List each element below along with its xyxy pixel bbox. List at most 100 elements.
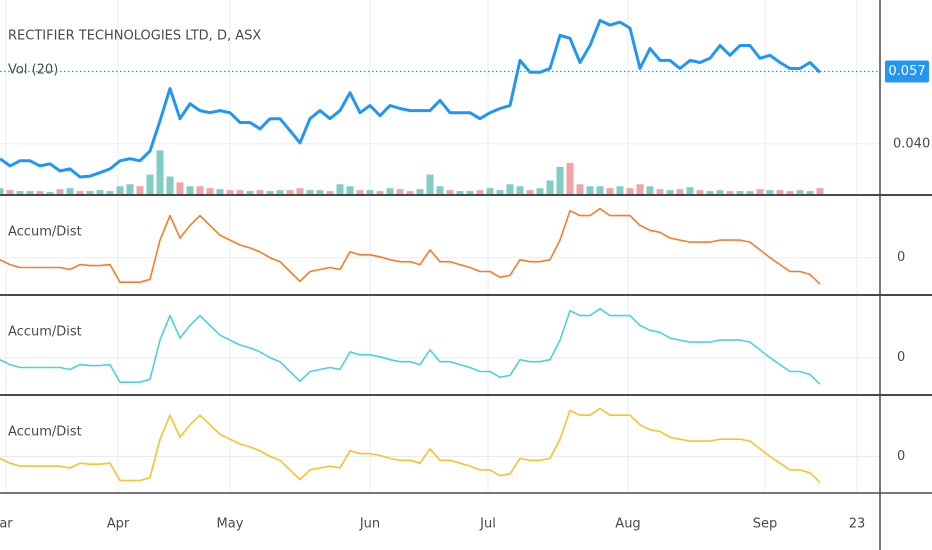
volume-bar (316, 190, 324, 194)
volume-bar (756, 189, 764, 194)
volume-bar (446, 190, 454, 194)
pane-title: Accum/Dist (8, 325, 82, 340)
volume-bar (196, 186, 204, 194)
x-tick-label: May (217, 517, 244, 532)
volume-bar (426, 174, 434, 194)
volume-bar (186, 186, 194, 194)
volume-bar (296, 188, 304, 194)
x-tick-label: 23 (849, 517, 866, 532)
x-tick-label: Aug (615, 517, 640, 532)
volume-bar (506, 184, 514, 194)
volume-bar (126, 184, 134, 194)
volume-bar (286, 190, 294, 194)
volume-bar (306, 190, 314, 194)
volume-bar (326, 191, 334, 194)
x-tick-label: ar (0, 517, 13, 532)
volume-bar (436, 186, 444, 194)
volume-bar (466, 191, 474, 194)
volume-bar (666, 190, 674, 194)
marks (0, 18, 824, 483)
chart-title: RECTIFIER TECHNOLOGIES LTD, D, ASX (8, 29, 261, 44)
volume-bar (566, 162, 574, 194)
price-line (0, 307, 821, 385)
y-tick-label: 0 (897, 449, 905, 464)
volume-bar (366, 190, 374, 194)
volume-bar (376, 191, 384, 194)
volume-bar (686, 187, 694, 194)
volume-bar (116, 186, 124, 194)
volume-bar (356, 190, 364, 194)
volume-bar (596, 186, 604, 194)
volume-bar (806, 191, 814, 194)
volume-bar (6, 190, 14, 194)
volume-bar (386, 188, 394, 194)
volume-bar (166, 176, 174, 194)
volume-bar (716, 190, 724, 194)
volume-bar (576, 184, 584, 194)
price-line (0, 407, 821, 483)
x-tick-label: Sep (753, 517, 778, 532)
volume-bar (0, 188, 4, 194)
x-tick-label: Apr (107, 517, 130, 532)
volume-bar (786, 191, 794, 194)
volume-bar (96, 190, 104, 194)
last-value-label: 0.057 (888, 64, 925, 79)
volume-bar (516, 186, 524, 194)
volume-bar (336, 184, 344, 194)
volume-bar (546, 180, 554, 194)
volume-bar (536, 188, 544, 194)
y-tick-label: 0.040 (893, 136, 930, 151)
x-tick-label: Jul (479, 517, 496, 532)
volume-bar (776, 190, 784, 194)
volume-bar (66, 188, 74, 194)
volume-bar (526, 190, 534, 194)
volume-bar (556, 166, 564, 194)
volume-bar (696, 190, 704, 194)
volume-bar (396, 189, 404, 194)
volume-bar (176, 182, 184, 194)
y-tick-label: 0 (897, 350, 905, 365)
volume-bar (476, 190, 484, 194)
grid (0, 0, 880, 492)
volume-bar (676, 189, 684, 194)
price-line (0, 18, 822, 179)
volume-bar (156, 150, 164, 194)
volume-bar (56, 189, 64, 194)
volume-bar (46, 192, 54, 194)
volume-bar (26, 191, 34, 194)
volume-bar (16, 191, 24, 194)
price-line (0, 207, 821, 285)
volume-bar (766, 190, 774, 194)
volume-bar (746, 191, 754, 194)
volume-bar (236, 190, 244, 194)
volume-bar (416, 189, 424, 194)
volume-bar (586, 186, 594, 194)
volume-bar (486, 188, 494, 194)
volume-bar (146, 174, 154, 194)
volume-bar (256, 190, 264, 194)
volume-bar (456, 191, 464, 194)
volume-bar (206, 188, 214, 194)
volume-bar (626, 188, 634, 194)
volume-bar (36, 191, 44, 194)
volume-bar (606, 188, 614, 194)
pane-title: Accum/Dist (8, 425, 82, 440)
volume-bar (216, 189, 224, 194)
volume-bar (226, 190, 234, 194)
volume-bar (736, 191, 744, 194)
volume-bar (796, 190, 804, 194)
volume-bar (616, 186, 624, 194)
volume-bar (656, 189, 664, 194)
last-value-box (885, 60, 929, 83)
volume-bar (76, 191, 84, 194)
volume-bar (726, 191, 734, 194)
volume-bar (86, 191, 94, 194)
volume-bar (636, 184, 644, 194)
volume-bar (496, 190, 504, 194)
x-tick-label: Jun (359, 517, 380, 532)
volume-bar (106, 191, 114, 194)
volume-bar (706, 191, 714, 194)
volume-bar (406, 191, 414, 194)
